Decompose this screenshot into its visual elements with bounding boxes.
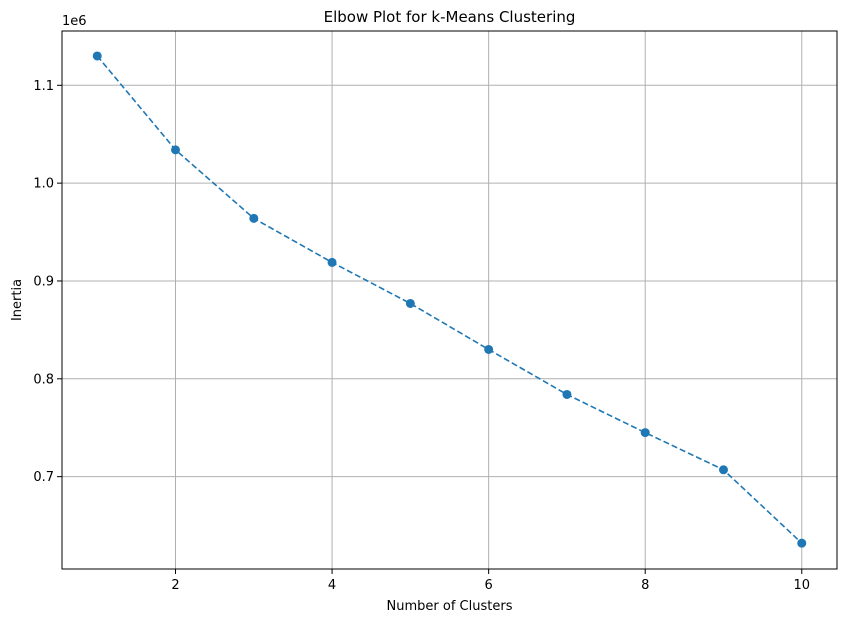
x-tick-label: 10 [793, 578, 810, 593]
y-tick-label: 1.0 [33, 177, 54, 192]
x-tick-label: 6 [485, 578, 493, 593]
y-tick-label: 0.9 [33, 274, 54, 289]
y-tick-label: 1.1 [33, 79, 54, 94]
x-tick-label: 4 [328, 578, 336, 593]
x-axis-label: Number of Clusters [387, 599, 513, 614]
y-offset-label: 1e6 [62, 14, 87, 29]
data-point [640, 428, 650, 438]
data-point [327, 257, 337, 267]
data-point [249, 213, 259, 223]
y-axis-label: Inertia [10, 279, 25, 321]
x-tick-label: 2 [171, 578, 179, 593]
series-layer [92, 51, 807, 548]
inertia-line [96, 55, 803, 544]
data-point [562, 389, 572, 399]
data-point [718, 465, 728, 475]
data-point [797, 538, 807, 548]
data-point [171, 145, 181, 155]
plot-frame [61, 30, 838, 570]
data-point [405, 298, 415, 308]
ticks: 2 4 6 8 10 0.7 0.8 0.9 1.0 1.1 [33, 79, 810, 593]
grid-lines [62, 31, 837, 569]
y-tick-label: 0.7 [33, 470, 54, 485]
chart-title: Elbow Plot for k-Means Clustering [324, 8, 576, 26]
x-tick-label: 8 [641, 578, 649, 593]
data-point [484, 344, 494, 354]
y-tick-label: 0.8 [33, 372, 54, 387]
data-point [92, 51, 102, 61]
